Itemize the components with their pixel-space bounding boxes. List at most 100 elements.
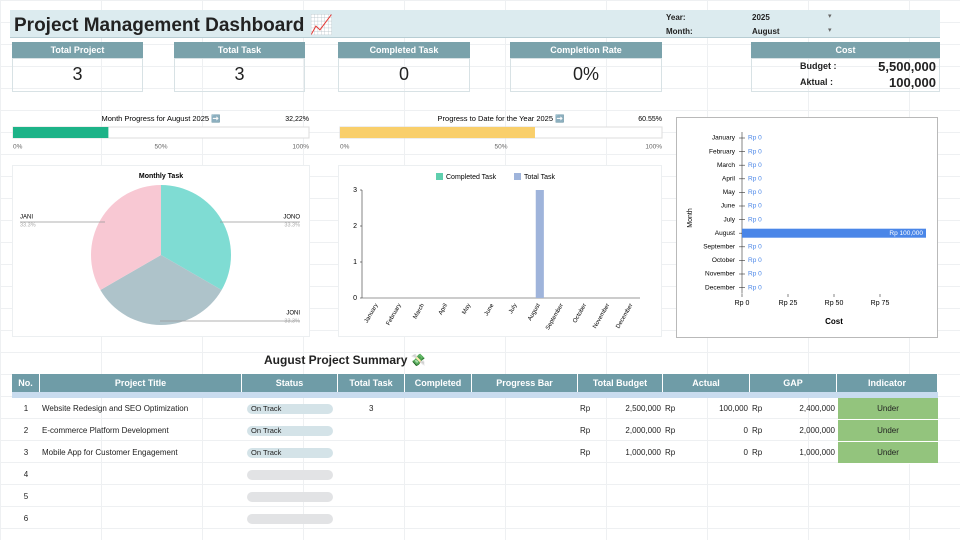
progress-fill <box>13 127 109 138</box>
column-panel <box>338 165 662 337</box>
amount: 1,000,000 <box>625 448 661 457</box>
table-header-cell: Project Title <box>40 374 242 392</box>
dashboard-title: Project Management Dashboard 📈 <box>14 15 334 36</box>
header-bar <box>10 10 940 38</box>
value-label: Rp 0 <box>748 271 762 278</box>
legend-label: Total Task <box>524 174 555 181</box>
status-chip[interactable] <box>247 470 333 480</box>
x-tick-label: Rp 75 <box>871 300 890 307</box>
bar <box>535 190 544 298</box>
y-tick-label: April <box>722 176 736 183</box>
value-label: Rp 0 <box>748 244 762 251</box>
month-label: Month: <box>666 27 693 36</box>
amount: 2,000,000 <box>799 426 835 435</box>
kpi-card <box>338 58 470 92</box>
x-tick-label: Rp 25 <box>779 300 798 307</box>
amount: 0 <box>743 448 748 457</box>
status-chip[interactable]: On Track <box>247 448 333 458</box>
amount: 100,000 <box>719 404 748 413</box>
progress-value: 32,22% <box>285 116 309 123</box>
x-tick-label: Rp 50 <box>825 300 844 307</box>
value-label: Rp 0 <box>748 176 762 183</box>
table-header-cell: Total Budget <box>578 374 663 392</box>
currency: Rp <box>580 448 591 457</box>
y-tick-label: May <box>723 189 736 196</box>
table-header-cell: No. <box>12 374 40 392</box>
x-tick-label: January <box>364 303 380 324</box>
indicator: Under <box>838 420 938 442</box>
x-tick-label: 50% <box>154 144 167 151</box>
progress-title: Month Progress for August 2025 ➡️ <box>102 114 221 123</box>
value-label: Rp 100,000 <box>889 230 923 237</box>
status-chip[interactable] <box>247 492 333 502</box>
year-select[interactable]: 2025 <box>752 13 770 22</box>
cost-label: Budget : <box>800 61 837 71</box>
kpi-card <box>12 58 143 92</box>
bar <box>742 228 926 238</box>
x-tick-label: 50% <box>494 144 507 151</box>
currency: Rp <box>752 448 763 457</box>
kpi-header: Total Project <box>12 42 143 58</box>
x-tick-label: October <box>572 303 588 324</box>
amount: 2,400,000 <box>799 404 835 413</box>
pie-label: JONO <box>283 215 300 221</box>
cost-value: 100,000 <box>889 75 936 90</box>
legend-swatch <box>514 173 521 180</box>
kpi-header: Completion Rate <box>510 42 662 58</box>
kpi-header: Total Task <box>174 42 305 58</box>
y-tick-label: June <box>721 203 735 210</box>
y-tick-label: July <box>723 216 735 223</box>
kpi-card <box>510 58 662 92</box>
cost-value: 5,500,000 <box>878 59 936 74</box>
dropdown-arrow[interactable]: ▾ <box>828 13 832 20</box>
currency: Rp <box>665 426 676 435</box>
project-title: Mobile App for Customer Engagement <box>42 448 178 457</box>
hbar-panel <box>676 117 938 338</box>
pie-slice <box>100 255 222 325</box>
pie-value-label: 33.3% <box>284 318 300 324</box>
y-tick-label: November <box>705 271 736 278</box>
kpi-value: 3 <box>72 64 83 84</box>
y-tick-label: 0 <box>353 295 357 302</box>
progress-title: Progress to Date for the Year 2025 ➡️ <box>438 114 565 123</box>
x-tick-label: August <box>527 303 542 322</box>
value-label: Rp 0 <box>748 216 762 223</box>
y-tick-label: January <box>712 135 736 142</box>
pie-slice <box>91 185 161 290</box>
pie-value-label: 33.3% <box>284 222 300 228</box>
value-label: Rp 0 <box>748 135 762 142</box>
x-tick-label: March <box>412 303 426 320</box>
status-chip[interactable]: On Track <box>247 426 333 436</box>
table-title: August Project Summary 💸 <box>264 353 426 367</box>
value-label: Rp 0 <box>748 189 762 196</box>
currency: Rp <box>665 448 676 457</box>
y-tick-label: 1 <box>353 259 357 266</box>
legend-swatch <box>436 173 443 180</box>
project-title: E-commerce Platform Development <box>42 426 169 435</box>
currency: Rp <box>580 404 591 413</box>
value-label: Rp 0 <box>748 148 762 155</box>
pie-title: Monthly Task <box>139 173 183 180</box>
y-tick-label: August <box>715 230 735 237</box>
x-tick-label: May <box>461 303 472 316</box>
x-tick-label: 100% <box>645 144 662 151</box>
row-number: 3 <box>23 448 29 457</box>
year-label: Year: <box>666 13 686 22</box>
status-chip[interactable]: On Track <box>247 404 333 414</box>
x-tick-label: Rp 0 <box>735 300 750 307</box>
month-select[interactable]: August <box>752 27 780 36</box>
kpi-value: 3 <box>234 64 245 84</box>
status-chip[interactable] <box>247 514 333 524</box>
y-tick-label: October <box>712 257 736 264</box>
amount: 1,000,000 <box>799 448 835 457</box>
x-tick-label: June <box>484 302 496 317</box>
y-tick-label: December <box>705 284 736 291</box>
dropdown-arrow[interactable]: ▾ <box>828 27 832 34</box>
y-tick-label: February <box>709 148 736 155</box>
pie-value-label: 33.3% <box>20 222 36 228</box>
table-header-cell: Actual <box>663 374 750 392</box>
pie-label: JANI <box>20 215 33 221</box>
amount: 0 <box>743 426 748 435</box>
table-header-cell: Status <box>242 374 338 392</box>
